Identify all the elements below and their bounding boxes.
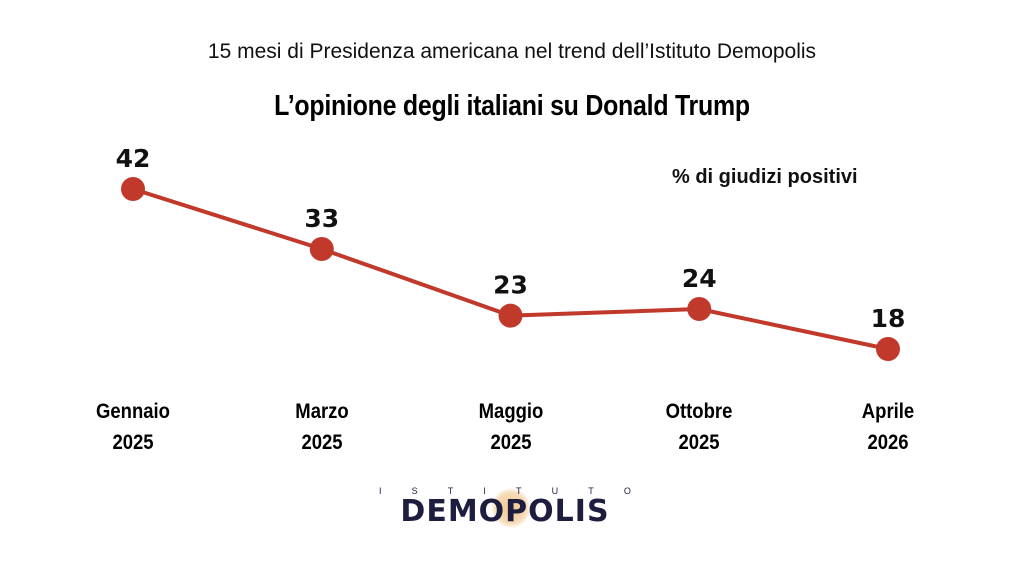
series-line-segment	[132, 187, 323, 251]
chart-title: L’opinione degli italiani su Donald Trum…	[274, 90, 750, 122]
data-label: 23	[493, 271, 528, 300]
data-label: 33	[304, 204, 339, 233]
logo-letter: S	[411, 486, 418, 496]
series-line-segment	[698, 307, 889, 351]
x-tick-year: 2025	[301, 431, 343, 454]
x-tick-month: Aprile	[861, 400, 915, 423]
logo-glow	[492, 488, 530, 528]
logo-letter: T	[516, 486, 522, 496]
x-tick-year: 2025	[678, 431, 720, 454]
x-tick-month: Gennaio	[96, 400, 170, 423]
series-line-segment	[510, 307, 700, 318]
data-point	[121, 177, 145, 201]
logo-letter: T	[588, 486, 594, 496]
x-tick-label: Ottobre 2025	[638, 396, 761, 458]
data-label: 18	[871, 304, 906, 333]
x-tick-month: Maggio	[478, 400, 543, 423]
x-tick-label: Gennaio 2025	[71, 396, 194, 458]
x-tick-year: 2025	[112, 431, 154, 454]
logo-letter: O	[623, 486, 631, 496]
y-axis-label: % di giudizi positivi	[672, 166, 858, 188]
x-tick-month: Ottobre	[665, 400, 733, 423]
chart-subtitle: 15 mesi di Presidenza americana nel tren…	[207, 40, 817, 63]
x-tick-label: Marzo 2025	[260, 396, 383, 458]
x-tick-label: Maggio 2025	[449, 396, 572, 458]
data-point	[687, 297, 712, 321]
x-tick-year: 2025	[489, 431, 532, 454]
data-point	[876, 337, 900, 361]
data-label: 24	[682, 264, 717, 293]
data-point	[309, 237, 334, 261]
logo-letter: I	[379, 486, 382, 496]
x-tick-year: 2026	[867, 431, 909, 454]
logo-letter: U	[551, 486, 559, 496]
demopolis-logo: I S T I T U T O DEMOPOLIS	[375, 486, 635, 530]
logo-name: DEMOPOLIS	[400, 494, 610, 529]
data-point	[498, 303, 523, 328]
series-line-segment	[321, 247, 512, 318]
x-tick-month: Marzo	[295, 400, 349, 423]
logo-letter: I	[483, 486, 486, 496]
x-tick-label: Aprile 2026	[826, 396, 949, 458]
logo-letter: T	[447, 486, 454, 496]
data-label: 42	[116, 144, 151, 173]
